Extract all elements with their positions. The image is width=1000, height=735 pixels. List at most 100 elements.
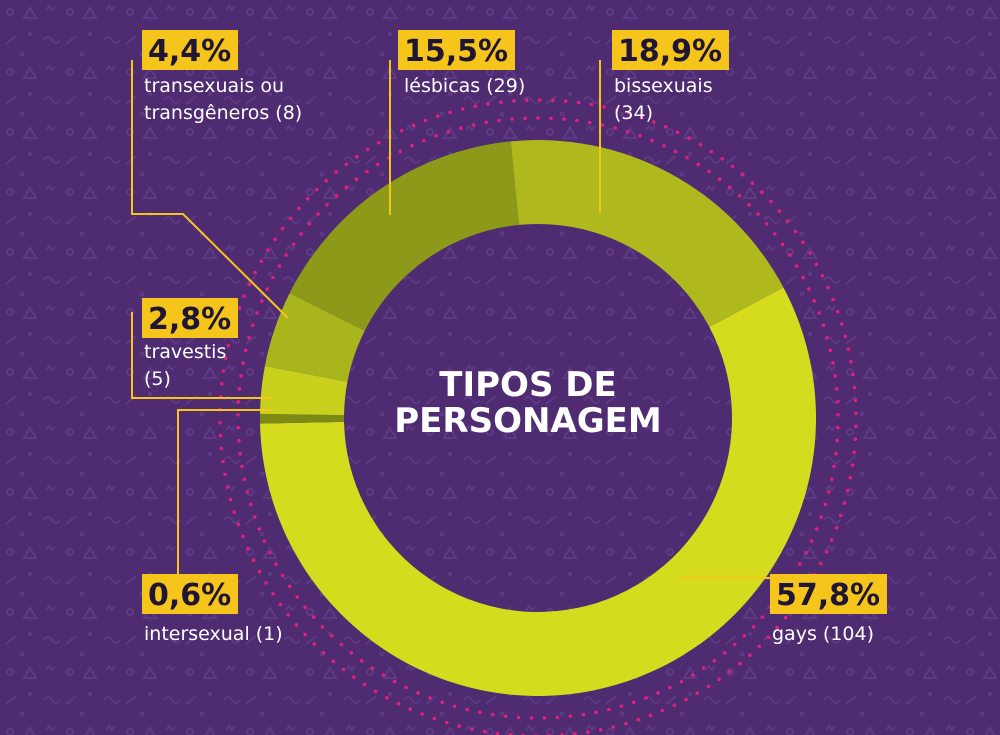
ring-dot — [246, 546, 250, 551]
ring-dot — [232, 510, 236, 514]
ring-dot — [225, 485, 230, 489]
label-trans: 4,4% transexuais ou transgêneros (8) — [142, 30, 302, 124]
ring-dot — [828, 348, 833, 353]
slice-label-intersexual-line-1: intersexual (1) — [144, 623, 283, 645]
ring-dot — [446, 129, 451, 134]
ring-dot — [586, 730, 590, 734]
donut-slices — [259, 140, 816, 696]
ring-dot — [381, 673, 386, 677]
ring-dot — [247, 335, 251, 340]
label-lesbicas: 15,5% lésbicas (29) — [398, 30, 525, 97]
ring-dot — [223, 356, 228, 361]
ring-dot — [473, 104, 478, 108]
ring-dot — [334, 170, 338, 175]
ring-dot — [814, 527, 819, 531]
ring-dot — [239, 374, 243, 378]
ring-dot — [499, 100, 503, 104]
ring-dot — [638, 134, 642, 138]
ring-dot — [411, 123, 416, 128]
ring-dot — [240, 464, 244, 469]
ring-dot — [672, 703, 677, 708]
slice-label-bissexuais-line-1: bissexuais — [614, 75, 713, 97]
ring-dot — [218, 433, 223, 438]
ring-dot — [320, 624, 325, 629]
ring-dot — [325, 202, 329, 207]
ring-dot — [852, 385, 857, 390]
ring-dot — [295, 595, 300, 599]
ring-dot — [727, 669, 732, 674]
ring-dot — [280, 226, 285, 231]
ring-dot — [812, 299, 816, 303]
ring-dot — [695, 691, 700, 695]
ring-dot — [271, 275, 275, 280]
ring-dot — [717, 677, 721, 682]
slice-labels: 57,8% gays (104) 0,6% intersexual (1) 2,8% tr… — [142, 30, 887, 645]
ring-dot — [291, 242, 296, 247]
ring-dot — [428, 696, 432, 700]
ring-dot — [807, 287, 811, 291]
ring-dot — [644, 696, 648, 700]
ring-dot — [732, 642, 737, 647]
ring-dot — [236, 425, 240, 430]
ring-dot — [271, 592, 275, 596]
percent-label-trans: 4,4% — [148, 34, 231, 69]
ring-dot — [551, 98, 555, 103]
ring-dot — [396, 701, 401, 706]
ring-dot — [484, 120, 489, 125]
slice-label-lesbicas-line-1: lésbicas (29) — [404, 75, 525, 97]
leader-line-trans — [131, 60, 289, 319]
ring-dot — [408, 707, 413, 711]
ring-dot — [497, 118, 501, 123]
ring-dot — [698, 142, 703, 147]
ring-dot — [228, 497, 233, 502]
ring-dot — [241, 361, 245, 365]
ring-dot — [262, 539, 267, 543]
ring-dot — [742, 634, 747, 638]
ring-dot — [712, 658, 717, 663]
ring-dot — [834, 451, 838, 456]
ring-dot — [639, 115, 644, 120]
ring-dot — [385, 696, 389, 700]
ring-dot — [835, 309, 840, 314]
ring-dot — [264, 581, 268, 585]
ring-dot — [221, 459, 225, 464]
ring-dot — [748, 653, 752, 657]
ring-dot — [717, 177, 722, 181]
ring-dot — [562, 117, 566, 121]
ring-dot — [687, 136, 691, 140]
ring-dot — [706, 684, 711, 689]
ring-dot — [684, 697, 688, 702]
ring-dot — [253, 270, 257, 275]
ring-dot — [650, 138, 654, 143]
ring-dot — [444, 720, 449, 725]
ring-dot — [237, 387, 242, 391]
label-bissexuais: 18,9% bissexuais (34) — [612, 30, 729, 124]
leader-line-intersexual — [177, 409, 272, 580]
ring-dot — [486, 102, 490, 106]
ring-dot — [452, 704, 457, 708]
percent-box-travestis — [142, 298, 238, 338]
ring-dot — [664, 125, 668, 129]
ring-dot — [420, 712, 425, 716]
ring-dot — [312, 642, 317, 646]
slice-label-gays-line-1: gays (104) — [772, 623, 874, 645]
ring-dot — [853, 398, 858, 403]
percent-box-bissexuais — [612, 30, 729, 70]
ring-dot — [299, 232, 304, 236]
ring-dot — [730, 164, 735, 169]
ring-dot — [707, 169, 711, 174]
ring-dot — [219, 446, 224, 451]
ring-dot — [277, 264, 282, 268]
ring-dot — [250, 323, 255, 328]
ring-dot — [780, 242, 785, 247]
ring-dot — [587, 120, 592, 125]
ring-dot — [826, 490, 831, 494]
ring-dot — [259, 259, 264, 264]
slice-label-trans-line-1: transexuais ou — [144, 75, 284, 97]
ring-dot — [434, 134, 438, 138]
ring-dot — [831, 361, 835, 365]
ring-dot — [760, 615, 765, 619]
percent-box-trans — [142, 30, 238, 70]
ring-dot — [831, 297, 835, 302]
ring-dot — [278, 602, 283, 607]
